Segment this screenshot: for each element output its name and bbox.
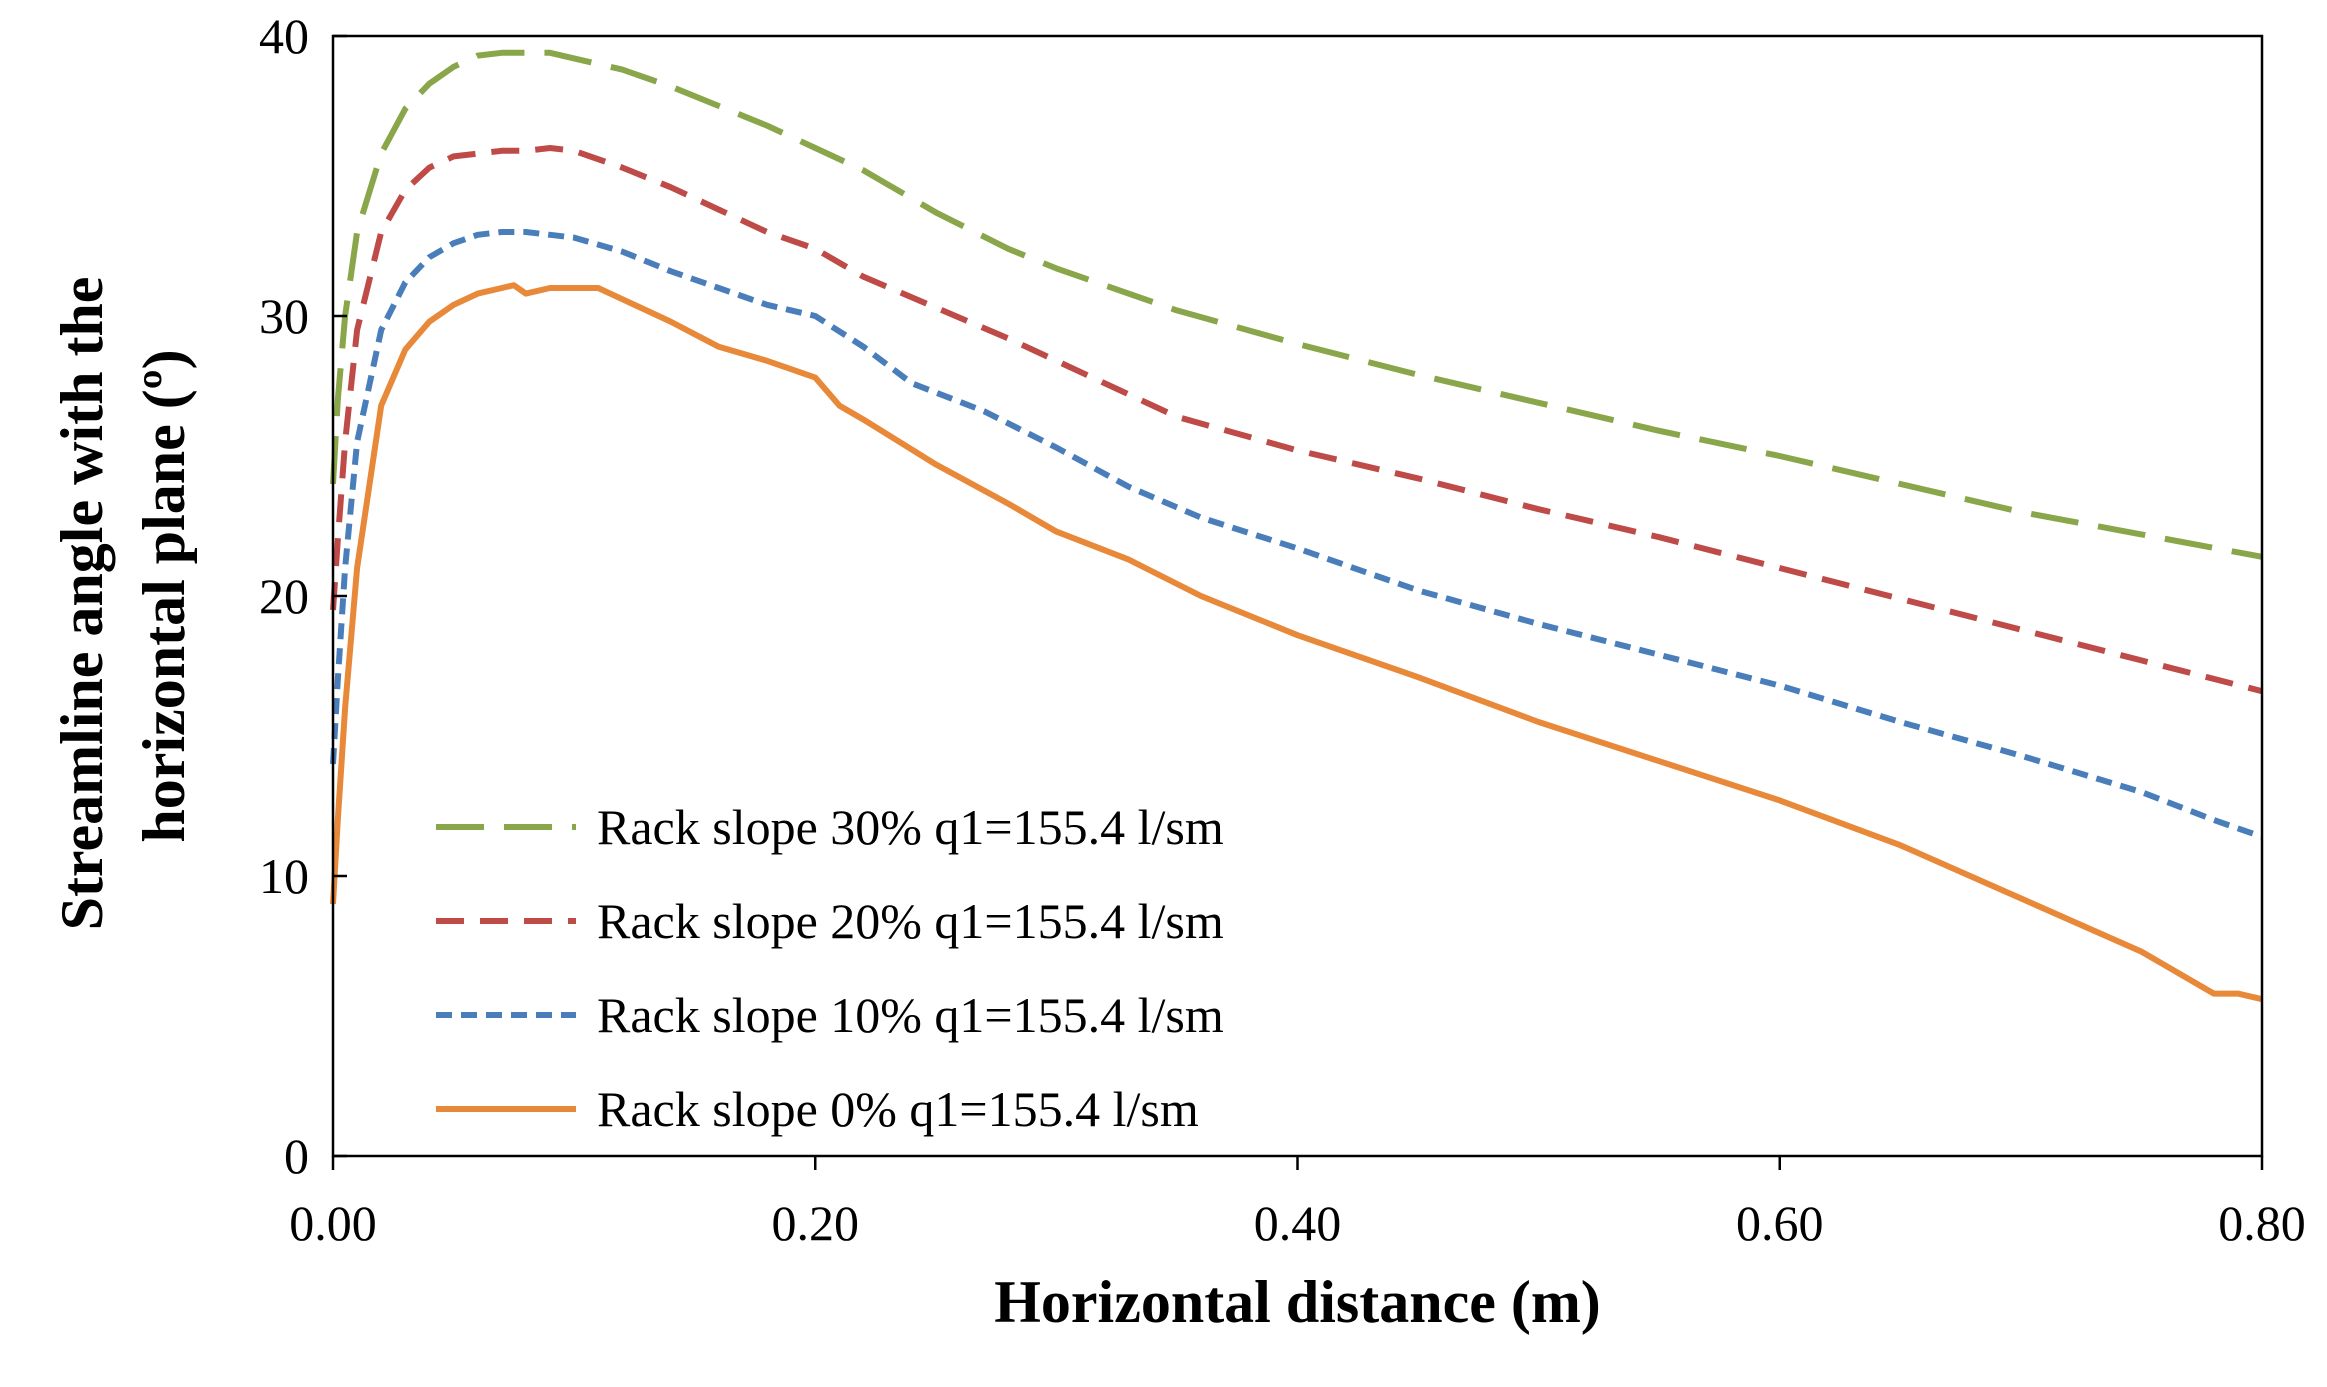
y-axis: 0 10 20 30 40 [259,8,347,1184]
legend-label-2: Rack slope 20% q1=155.4 l/sm [597,893,1224,949]
y-axis-title-line-2: horizontal plane (º) [131,349,197,842]
series-line-2 [330,145,2263,695]
legend-label-4: Rack slope 0% q1=155.4 l/sm [597,1081,1199,1137]
x-tick-label: 0.20 [772,1195,860,1251]
y-tick-label: 30 [259,288,309,344]
x-tick-label: 0.80 [2218,1195,2306,1251]
series-line-1 [330,49,2263,560]
x-tick-label: 0.60 [1736,1195,1824,1251]
x-axis-title: Horizontal distance (m) [994,1269,1601,1335]
series-layer [330,49,2263,1003]
x-tick-label: 0.40 [1254,1195,1342,1251]
x-axis: 0.00 0.20 0.40 0.60 0.80 [289,1156,2306,1251]
y-tick-label: 40 [259,8,309,64]
y-tick-label: 0 [284,1128,309,1184]
legend: Rack slope 30% q1=155.4 l/sm Rack slope 2… [436,799,1224,1137]
series-line-3 [330,229,2263,840]
y-axis-title: Streamline angle with the horizontal pla… [49,262,197,931]
y-axis-title-line-1: Streamline angle with the [49,277,115,931]
series-line-4 [330,282,2263,1003]
x-tick-label: 0.00 [289,1195,377,1251]
y-tick-label: 20 [259,568,309,624]
legend-label-1: Rack slope 30% q1=155.4 l/sm [597,799,1224,855]
legend-label-3: Rack slope 10% q1=155.4 l/sm [597,987,1224,1043]
y-tick-label: 10 [259,848,309,904]
